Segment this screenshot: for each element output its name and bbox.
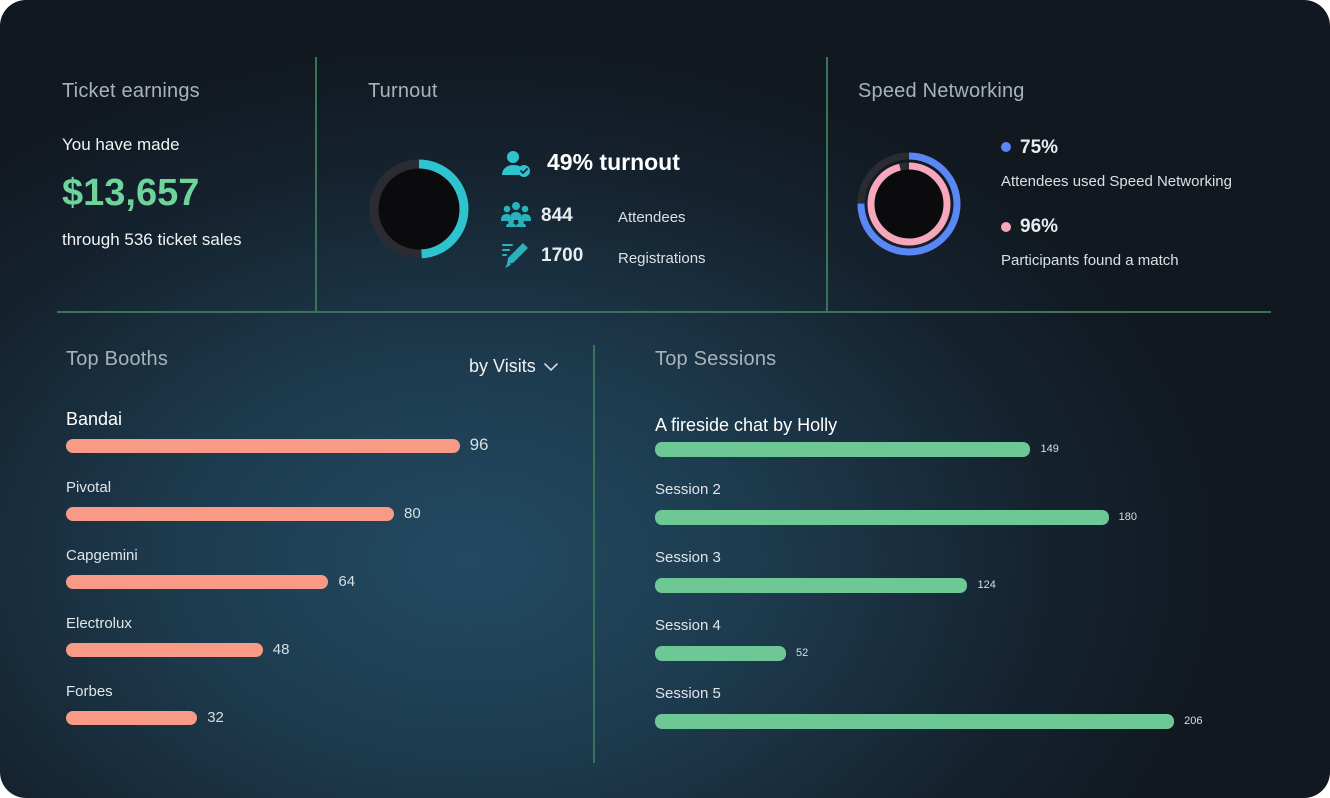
panel-title: Turnout <box>368 80 438 102</box>
divider <box>593 345 595 763</box>
bar-label: Capgemini <box>66 547 138 564</box>
earnings-footer: through 536 ticket sales <box>62 230 242 249</box>
speed-networking-percent: 75% <box>1020 137 1059 158</box>
bar <box>655 510 1109 525</box>
turnout-ring <box>369 159 469 259</box>
bar <box>66 439 460 453</box>
registration-pencil-icon <box>502 243 528 268</box>
attendees-label: Attendees <box>618 209 686 226</box>
bar-value: 52 <box>796 647 809 659</box>
group-icon <box>501 202 531 227</box>
bar-label: Forbes <box>66 683 113 700</box>
panel-title: Top Sessions <box>655 348 777 370</box>
divider <box>57 311 1271 313</box>
sort-dropdown-label: by Visits <box>469 356 536 376</box>
bar <box>66 575 329 589</box>
bar-value: 124 <box>977 579 996 591</box>
bar-label: A fireside chat by Holly <box>655 415 838 435</box>
turnout-headline: 49% turnout <box>547 149 680 175</box>
attendees-value: 844 <box>541 205 573 226</box>
bar-label: Session 3 <box>655 549 721 566</box>
bar <box>655 646 787 661</box>
registrations-value: 1700 <box>541 245 584 266</box>
networking-ring-inner <box>867 162 951 246</box>
bar-value: 48 <box>272 641 290 658</box>
match-percent: 96% <box>1020 216 1059 237</box>
bar-label: Session 5 <box>655 685 721 702</box>
bar-value: 64 <box>338 573 356 590</box>
bar <box>655 714 1175 729</box>
bar <box>655 442 1031 457</box>
bar <box>66 507 394 521</box>
bar-label: Bandai <box>66 409 123 429</box>
bar-label: Session 2 <box>655 481 721 498</box>
panel-title: Top Booths <box>66 348 169 370</box>
earnings-intro: You have made <box>62 135 180 154</box>
match-label: Participants found a match <box>1001 252 1179 269</box>
bar <box>655 578 968 593</box>
user-check-icon <box>502 151 530 177</box>
registrations-label: Registrations <box>618 250 706 267</box>
bar-value: 180 <box>1118 511 1137 523</box>
bar <box>66 643 263 657</box>
legend-dot-blue <box>1001 142 1011 152</box>
chevron-down-icon <box>543 362 558 371</box>
legend-dot-pink <box>1001 222 1011 232</box>
networking-rings <box>857 152 961 256</box>
bar-value: 32 <box>207 709 224 726</box>
speed-networking-label: Attendees used Speed Networking <box>1001 173 1232 190</box>
bar-value: 206 <box>1184 715 1203 727</box>
bar <box>66 711 198 725</box>
bar-label: Electrolux <box>66 615 132 632</box>
sort-dropdown[interactable]: by Visits <box>469 356 558 377</box>
networking-ring-outer <box>857 152 961 256</box>
turnout-ring-progress <box>369 159 469 259</box>
panel-title: Speed Networking <box>858 80 1025 102</box>
bar-value: 149 <box>1040 443 1059 455</box>
bar-value: 96 <box>469 435 489 454</box>
bar-label: Session 4 <box>655 617 721 634</box>
divider <box>826 57 828 312</box>
bar-value: 80 <box>404 505 421 522</box>
earnings-amount: $13,657 <box>62 172 200 214</box>
bar-label: Pivotal <box>66 479 112 496</box>
panel-title: Ticket earnings <box>62 80 200 102</box>
divider <box>315 57 317 312</box>
